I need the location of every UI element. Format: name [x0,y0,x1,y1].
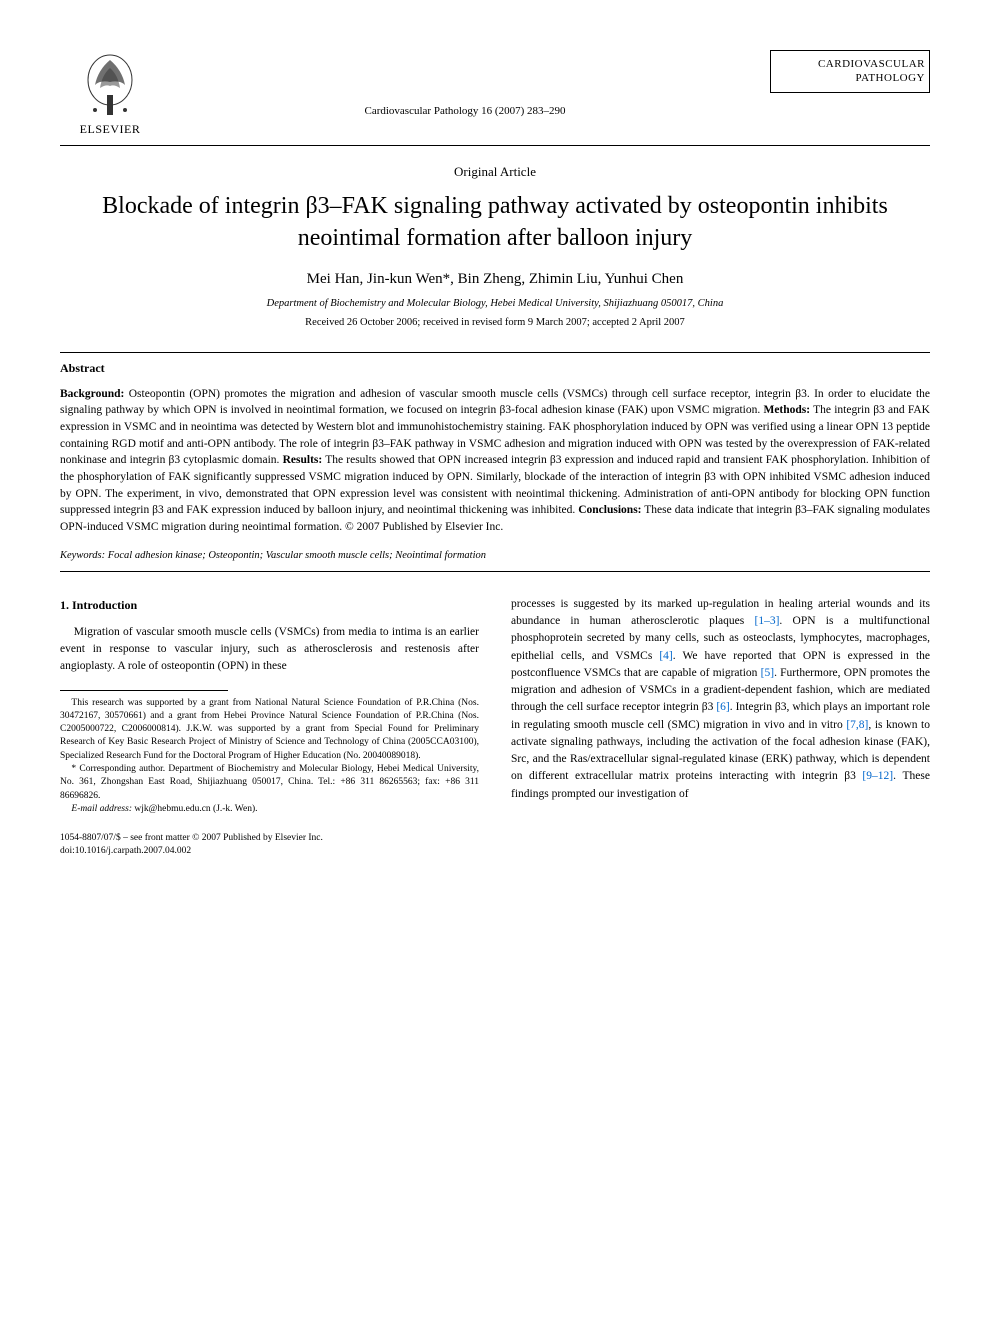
body-columns: 1. Introduction Migration of vascular sm… [60,596,930,816]
email-footnote: E-mail address: wjk@hebmu.edu.cn (J.-k. … [60,803,479,816]
intro-heading: 1. Introduction [60,596,479,614]
copyright-block: 1054-8807/07/$ – see front matter © 2007… [60,832,930,858]
abstract-heading: Abstract [60,361,930,376]
abstract-body: Background: Osteopontin (OPN) promotes t… [60,386,930,536]
corresponding-footnote: * Corresponding author. Department of Bi… [60,763,479,803]
ref-link-4[interactable]: [4] [659,650,672,662]
conclusions-label: Conclusions: [578,504,641,516]
intro-para-left: Migration of vascular smooth muscle cell… [60,624,479,676]
email-label: E-mail address: [71,804,132,814]
page-header: ELSEVIER Cardiovascular Pathology 16 (20… [60,50,930,137]
intro-para-right: processes is suggested by its marked up-… [511,596,930,803]
header-rule [60,145,930,146]
article-dates: Received 26 October 2006; received in re… [60,317,930,328]
post-abstract-rule [60,571,930,572]
footnote-rule [60,690,228,691]
funding-footnote: This research was supported by a grant f… [60,697,479,763]
results-label: Results: [283,454,323,466]
copyright-line-1: 1054-8807/07/$ – see front matter © 2007… [60,832,930,845]
affiliation: Department of Biochemistry and Molecular… [60,298,930,309]
authors: Mei Han, Jin-kun Wen*, Bin Zheng, Zhimin… [60,271,930,288]
email-value: wjk@hebmu.edu.cn (J.-k. Wen). [132,804,257,814]
keywords-label: Keywords: [60,550,105,561]
article-title: Blockade of integrin β3–FAK signaling pa… [90,190,900,255]
methods-label: Methods: [763,404,810,416]
journal-title-line2: PATHOLOGY [775,71,925,85]
publisher-name: ELSEVIER [80,122,141,137]
doi-line: doi:10.1016/j.carpath.2007.04.002 [60,845,930,858]
publisher-block: ELSEVIER [60,50,160,137]
ref-link-1-3[interactable]: [1–3] [755,615,780,627]
journal-title-block: CARDIOVASCULAR PATHOLOGY [770,50,930,93]
ref-link-7-8[interactable]: [7,8] [846,719,868,731]
pre-abstract-rule [60,352,930,353]
journal-title-line1: CARDIOVASCULAR [775,57,925,71]
keywords-text: Focal adhesion kinase; Osteopontin; Vasc… [105,550,486,561]
keywords: Keywords: Focal adhesion kinase; Osteopo… [60,550,930,561]
right-column: processes is suggested by its marked up-… [511,596,930,816]
article-type: Original Article [60,164,930,180]
background-label: Background: [60,388,124,400]
ref-link-6[interactable]: [6] [716,701,729,713]
left-column: 1. Introduction Migration of vascular sm… [60,596,479,816]
ref-link-9-12[interactable]: [9–12] [862,770,893,782]
elsevier-tree-icon [80,50,140,120]
ref-link-5[interactable]: [5] [761,667,774,679]
journal-reference: Cardiovascular Pathology 16 (2007) 283–2… [160,50,770,117]
